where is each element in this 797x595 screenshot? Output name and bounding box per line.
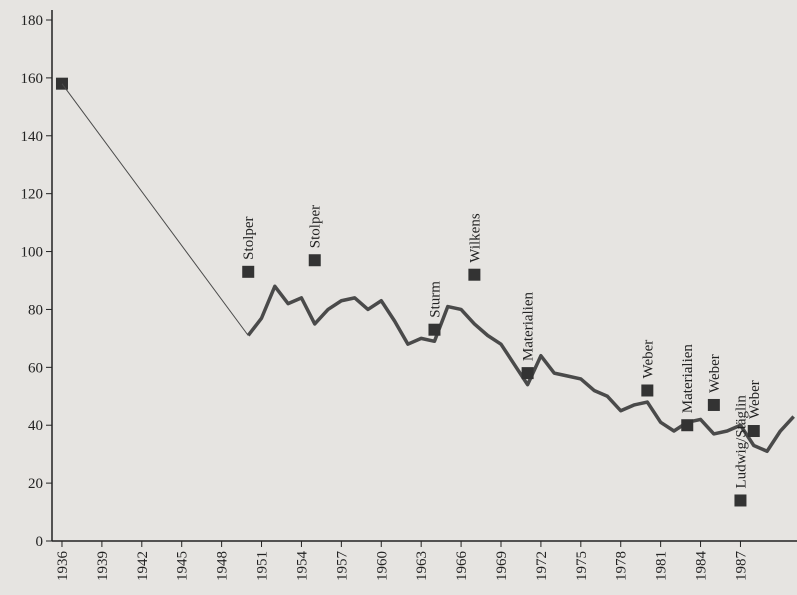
- x-tick-label: 1957: [334, 551, 350, 582]
- source-label: Stolper: [241, 216, 257, 259]
- x-tick-label: 1945: [175, 551, 191, 581]
- x-tick-label: 1972: [534, 551, 550, 581]
- x-tick-label: 1984: [694, 551, 710, 582]
- x-tick-label: 1969: [494, 551, 510, 581]
- source-label: Materialien: [521, 291, 537, 361]
- y-tick-label: 100: [21, 245, 44, 261]
- source-label: Wilkens: [467, 213, 483, 263]
- source-marker: [521, 367, 534, 380]
- x-tick-label: 1975: [574, 551, 590, 581]
- source-marker: [734, 494, 747, 507]
- y-tick-label: 160: [21, 71, 44, 87]
- x-tick-label: 1963: [414, 551, 430, 581]
- y-tick-label: 0: [36, 534, 44, 550]
- source-label: Sturm: [427, 281, 443, 318]
- source-marker: [707, 398, 720, 411]
- x-tick-label: 1939: [95, 551, 111, 581]
- source-label: Stolper: [308, 205, 324, 248]
- connector-line: [61, 83, 249, 336]
- source-marker: [308, 254, 321, 267]
- source-marker: [428, 323, 441, 336]
- source-marker: [747, 425, 760, 438]
- x-tick-label: 1936: [55, 551, 71, 582]
- x-tick-label: 1942: [135, 551, 151, 581]
- x-tick-label: 1960: [374, 551, 390, 581]
- source-label: Ludwig/Stäglin: [733, 395, 749, 489]
- source-marker: [468, 268, 481, 281]
- x-tick-label: 1948: [215, 551, 231, 581]
- y-tick-label: 80: [28, 302, 43, 318]
- source-label: Weber: [707, 354, 723, 393]
- source-label: Weber: [747, 380, 763, 419]
- y-tick-label: 120: [21, 187, 44, 203]
- point-marker: [55, 77, 68, 90]
- y-tick-label: 180: [21, 13, 44, 29]
- source-marker: [242, 265, 255, 278]
- y-tick-label: 20: [28, 476, 43, 492]
- source-label: Weber: [640, 340, 656, 379]
- x-tick-label: 1987: [733, 551, 749, 582]
- x-tick-label: 1951: [255, 551, 271, 581]
- x-tick-label: 1966: [454, 551, 470, 582]
- x-tick-label: 1981: [654, 551, 670, 581]
- y-tick-label: 60: [28, 360, 43, 376]
- x-tick-label: 1954: [294, 551, 310, 582]
- x-tick-label: 1978: [614, 551, 630, 581]
- source-label: Materialien: [680, 344, 696, 414]
- data-line: [246, 284, 795, 454]
- source-marker: [641, 384, 654, 397]
- source-marker: [681, 419, 694, 432]
- y-tick-label: 40: [28, 418, 43, 434]
- y-tick-label: 140: [21, 129, 44, 145]
